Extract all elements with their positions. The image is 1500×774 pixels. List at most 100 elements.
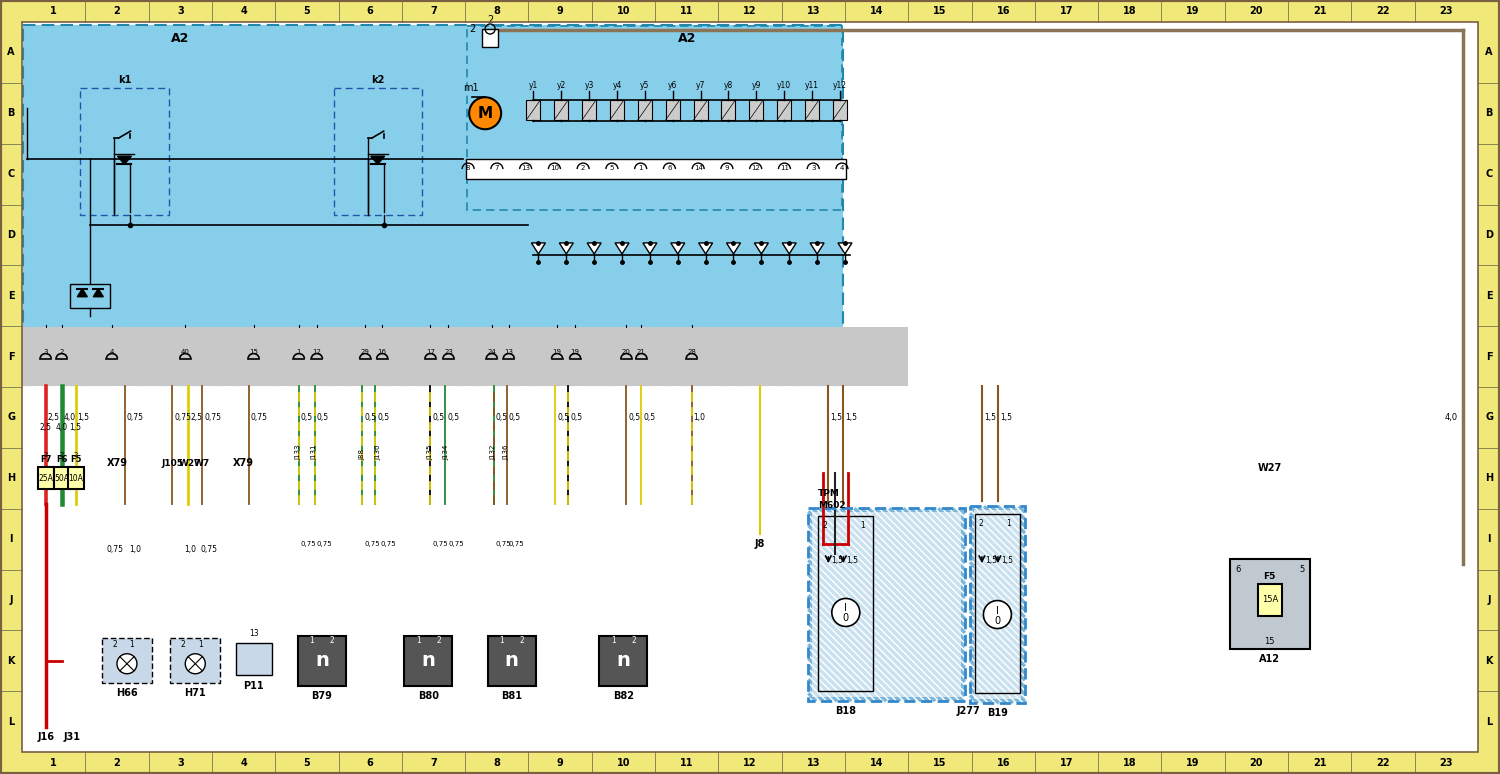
Text: y12: y12 bbox=[833, 80, 848, 90]
Text: 0,5: 0,5 bbox=[570, 413, 582, 422]
Bar bbox=[666, 100, 680, 120]
Text: 21: 21 bbox=[638, 348, 646, 354]
Text: 7: 7 bbox=[495, 165, 500, 171]
Text: 5: 5 bbox=[1299, 565, 1305, 574]
Text: G: G bbox=[1485, 413, 1492, 423]
Bar bbox=[970, 506, 1024, 703]
Text: 2: 2 bbox=[470, 24, 476, 34]
Text: 20: 20 bbox=[622, 348, 632, 354]
Bar bbox=[600, 635, 648, 686]
Text: 9: 9 bbox=[556, 6, 564, 16]
Text: 13: 13 bbox=[249, 628, 258, 638]
Text: 6: 6 bbox=[368, 6, 374, 16]
Text: B79: B79 bbox=[312, 690, 333, 700]
Text: 11: 11 bbox=[780, 165, 789, 171]
Text: 0,5: 0,5 bbox=[509, 413, 520, 422]
Text: 5: 5 bbox=[303, 6, 310, 16]
Polygon shape bbox=[117, 156, 132, 164]
Text: B80: B80 bbox=[419, 690, 440, 700]
Text: 22: 22 bbox=[1377, 758, 1390, 768]
Text: E: E bbox=[8, 291, 15, 301]
Text: y5: y5 bbox=[640, 80, 650, 90]
Polygon shape bbox=[93, 289, 104, 296]
Bar bbox=[236, 642, 272, 675]
Bar bbox=[70, 284, 111, 308]
Bar bbox=[466, 159, 846, 179]
Text: 19: 19 bbox=[570, 348, 579, 354]
Text: 1: 1 bbox=[129, 640, 135, 649]
Text: n: n bbox=[315, 651, 328, 670]
Text: A12: A12 bbox=[1260, 654, 1281, 664]
Text: 29: 29 bbox=[360, 348, 369, 354]
Text: 23: 23 bbox=[1440, 758, 1454, 768]
Text: 15: 15 bbox=[249, 348, 258, 354]
Text: 0,75: 0,75 bbox=[496, 541, 512, 547]
Text: 10: 10 bbox=[616, 758, 630, 768]
Circle shape bbox=[984, 601, 1011, 628]
Text: 3: 3 bbox=[177, 6, 183, 16]
Bar bbox=[333, 87, 422, 214]
Text: 4,0: 4,0 bbox=[63, 413, 76, 422]
Text: 2: 2 bbox=[44, 452, 48, 458]
Text: M: M bbox=[477, 106, 492, 121]
Text: 23: 23 bbox=[1440, 6, 1454, 16]
Text: I: I bbox=[844, 604, 847, 614]
Text: 10: 10 bbox=[550, 165, 560, 171]
Text: 1: 1 bbox=[500, 636, 504, 646]
Text: 5: 5 bbox=[303, 758, 310, 768]
Bar bbox=[482, 29, 498, 47]
Bar bbox=[38, 467, 54, 489]
Text: F5: F5 bbox=[70, 455, 81, 464]
Text: 11: 11 bbox=[680, 758, 693, 768]
Text: 14: 14 bbox=[693, 165, 702, 171]
Text: 7: 7 bbox=[430, 6, 436, 16]
Text: 19: 19 bbox=[1186, 758, 1200, 768]
Text: 1: 1 bbox=[861, 521, 865, 530]
Text: C: C bbox=[8, 169, 15, 179]
Polygon shape bbox=[810, 243, 824, 254]
Text: 19: 19 bbox=[552, 348, 561, 354]
Bar bbox=[693, 100, 708, 120]
Bar bbox=[1478, 0, 1500, 774]
Text: 1,5: 1,5 bbox=[986, 556, 998, 564]
Text: 17: 17 bbox=[1060, 758, 1074, 768]
Bar bbox=[777, 100, 790, 120]
Text: 2,5: 2,5 bbox=[48, 413, 60, 422]
Text: J8: J8 bbox=[754, 539, 765, 549]
Text: 1,5: 1,5 bbox=[831, 556, 843, 564]
Bar bbox=[722, 100, 735, 120]
Text: 0,5: 0,5 bbox=[496, 413, 508, 422]
Bar bbox=[638, 100, 652, 120]
Text: 0,5: 0,5 bbox=[376, 413, 390, 422]
Text: 2: 2 bbox=[114, 6, 120, 16]
Text: y7: y7 bbox=[696, 80, 705, 90]
Text: 1: 1 bbox=[51, 758, 57, 768]
Text: 1,5: 1,5 bbox=[69, 423, 81, 432]
Bar bbox=[974, 510, 1022, 699]
Text: M602: M602 bbox=[819, 501, 846, 510]
Text: 0,75: 0,75 bbox=[128, 413, 144, 422]
Text: y11: y11 bbox=[806, 80, 819, 90]
Text: 1,0: 1,0 bbox=[184, 545, 196, 553]
Text: J131: J131 bbox=[312, 445, 318, 461]
Text: 9: 9 bbox=[556, 758, 564, 768]
Text: 1: 1 bbox=[639, 165, 644, 171]
Polygon shape bbox=[726, 243, 741, 254]
Text: 9: 9 bbox=[724, 165, 729, 171]
Text: I: I bbox=[9, 534, 12, 544]
Circle shape bbox=[470, 98, 501, 129]
Text: 16: 16 bbox=[996, 758, 1010, 768]
Text: A: A bbox=[1485, 47, 1492, 57]
Text: 1: 1 bbox=[309, 636, 314, 646]
Text: 4: 4 bbox=[240, 758, 248, 768]
Text: 2: 2 bbox=[182, 640, 186, 649]
Text: 12: 12 bbox=[752, 165, 760, 171]
Bar bbox=[808, 509, 964, 701]
Circle shape bbox=[117, 654, 136, 673]
Text: E: E bbox=[1485, 291, 1492, 301]
Text: 1,5: 1,5 bbox=[1000, 556, 1012, 564]
Bar bbox=[526, 100, 540, 120]
Text: W7: W7 bbox=[194, 459, 210, 467]
Text: C: C bbox=[1485, 169, 1492, 179]
Text: H66: H66 bbox=[116, 688, 138, 698]
